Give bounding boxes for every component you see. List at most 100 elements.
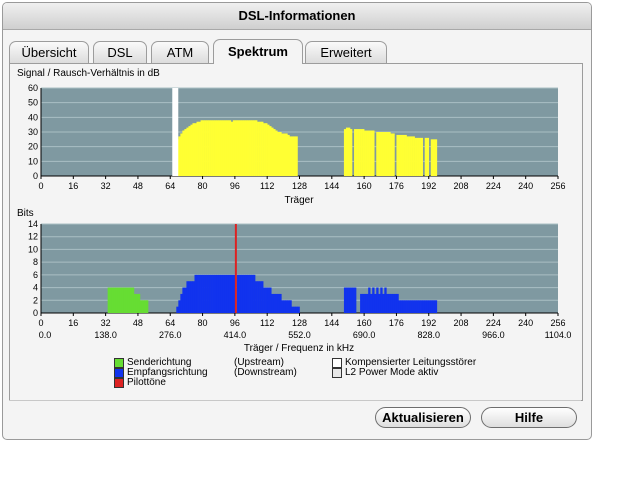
snr-bar xyxy=(402,134,405,176)
downstream-bar xyxy=(394,293,397,313)
downstream-bar xyxy=(251,274,254,313)
upstream-bar xyxy=(113,287,117,313)
snr-bar xyxy=(210,120,213,176)
downstream-bar xyxy=(297,306,300,313)
x-tick-label: 80 xyxy=(198,181,208,191)
snr-bar xyxy=(257,121,260,176)
snr-bar xyxy=(226,120,230,176)
downstream-bar xyxy=(242,274,246,313)
downstream-bar xyxy=(398,300,401,313)
tab-spektrum[interactable]: Spektrum xyxy=(213,39,303,64)
downstream-bar xyxy=(376,287,379,313)
downstream-bar xyxy=(180,293,183,313)
x-tick-label: 32 xyxy=(101,181,111,191)
snr-bar xyxy=(368,130,371,176)
snr-bar xyxy=(384,132,387,176)
downstream-bar xyxy=(249,274,252,313)
downstream-bar xyxy=(364,293,367,313)
snr-bar xyxy=(190,124,193,176)
spectrum-charts: Signal / Rausch-Verhältnis in dB 0102030… xyxy=(17,68,571,354)
x-tick-label: 240 xyxy=(518,318,533,328)
snr-bar xyxy=(218,120,222,176)
snr-bar xyxy=(238,120,242,176)
tab-uebersicht[interactable]: Übersicht xyxy=(9,41,89,63)
downstream-bar xyxy=(279,293,282,313)
snr-bar xyxy=(291,136,294,176)
downstream-bar xyxy=(283,300,286,313)
snr-bar xyxy=(208,120,211,176)
downstream-bar xyxy=(374,293,377,313)
snr-bar xyxy=(178,136,181,176)
x-tick-label: 176 xyxy=(389,318,404,328)
downstream-bar xyxy=(430,300,434,313)
tab-dsl[interactable]: DSL xyxy=(93,41,147,63)
downstream-bar xyxy=(255,281,258,313)
upstream-bar xyxy=(146,300,149,313)
snr-bar xyxy=(372,130,375,176)
downstream-bar xyxy=(349,287,353,313)
legend-compensated: Kompensierter Leitungsstörer xyxy=(332,357,476,368)
downstream-bar xyxy=(404,300,407,313)
snr-bar xyxy=(244,120,248,176)
legend-upstream-note: (Upstream) xyxy=(234,357,285,368)
snr-bar xyxy=(242,120,246,176)
snr-bar xyxy=(347,127,351,176)
downstream-bar xyxy=(345,287,349,313)
downstream-bar xyxy=(226,274,230,313)
snr-bar xyxy=(396,134,399,176)
downstream-bar xyxy=(426,300,430,313)
snr-bar xyxy=(285,133,288,176)
downstream-bar xyxy=(210,274,213,313)
snr-x-label: Träger xyxy=(284,195,314,206)
downstream-bar xyxy=(216,274,220,313)
downstream-bar xyxy=(281,300,284,313)
x-tick-label: 64 xyxy=(165,181,175,191)
x-tick-label: 160 xyxy=(357,181,372,191)
tab-erweitert[interactable]: Erweitert xyxy=(305,41,387,63)
snr-bar xyxy=(416,137,419,176)
snr-bar xyxy=(366,130,369,176)
x-tick-label: 0 xyxy=(38,318,43,328)
downstream-bar xyxy=(230,274,234,313)
downstream-bar xyxy=(287,300,290,313)
downstream-bar xyxy=(293,306,296,313)
refresh-button[interactable]: Aktualisieren xyxy=(375,407,471,428)
snr-bar xyxy=(249,120,252,176)
downstream-bar xyxy=(285,300,288,313)
downstream-bar xyxy=(246,274,250,313)
snr-bar xyxy=(204,120,207,176)
downstream-bar xyxy=(380,287,383,313)
snr-bar xyxy=(234,120,238,176)
x-tick-label: 32 xyxy=(101,318,111,328)
legend-upstream: Senderichtung xyxy=(114,357,192,368)
snr-bar xyxy=(345,127,349,176)
downstream-bar xyxy=(224,274,228,313)
snr-bar xyxy=(388,132,391,176)
tab-atm[interactable]: ATM xyxy=(151,41,209,63)
downstream-bar xyxy=(222,274,226,313)
downstream-bar xyxy=(412,300,415,313)
snr-bar xyxy=(180,133,183,176)
bits-bars xyxy=(107,224,438,313)
x-tick-label: 144 xyxy=(324,318,339,328)
y-tick-label: 50 xyxy=(28,98,38,108)
downstream-bar xyxy=(424,300,428,313)
snr-bar xyxy=(400,134,403,176)
downstream-bar xyxy=(214,274,217,313)
downstream-bar xyxy=(176,306,179,313)
snr-x-ticks: 0 16 32 48 64 80 96 112 128 144 160 176 192 208 224 240… xyxy=(38,176,566,191)
snr-bar xyxy=(406,136,409,176)
snr-bar xyxy=(426,137,430,176)
downstream-bar xyxy=(422,300,426,313)
help-button[interactable]: Hilfe xyxy=(481,407,577,428)
downstream-bar xyxy=(428,300,432,313)
downstream-bar xyxy=(259,281,262,313)
downstream-bar xyxy=(382,293,385,313)
legend-l2-power: L2 Power Mode aktiv xyxy=(332,367,438,378)
snr-bar xyxy=(198,121,201,176)
upstream-bar xyxy=(123,287,127,313)
upstream-bar xyxy=(111,287,115,313)
downstream-bar xyxy=(206,274,209,313)
downstream-bar xyxy=(220,274,224,313)
downstream-bar xyxy=(208,274,211,313)
